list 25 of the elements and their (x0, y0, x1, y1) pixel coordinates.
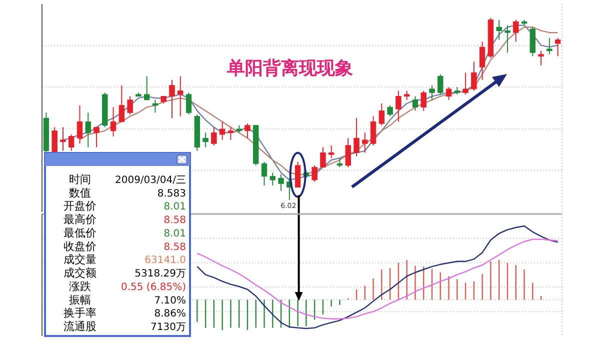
card-value: 8.01 (164, 202, 186, 213)
card-label: 换手率 (64, 306, 96, 320)
card-value: 2009/03/04/三 (114, 175, 186, 186)
card-label: 流通股 (64, 320, 96, 333)
card-value: 7130万 (150, 322, 186, 333)
card-label: 成交额 (64, 266, 96, 280)
title: 单阳背离现现象 (227, 58, 353, 79)
card-label: 涨跌 (69, 280, 91, 293)
card-value: 7.10% (154, 295, 186, 306)
card-label: 收盘价 (64, 240, 96, 253)
card-label: 振幅 (69, 293, 91, 306)
card-value: 8.583 (157, 188, 186, 200)
card-label: 成交量 (64, 253, 96, 266)
card-label: 最低价 (64, 226, 96, 240)
card-value: 0.55 (6.85%) (120, 282, 186, 293)
card-value: 8.86% (154, 308, 186, 320)
card-value: 5318.29万 (134, 268, 186, 280)
card-value: 8.01 (164, 228, 186, 240)
card-value: 8.58 (164, 242, 186, 253)
card-label: 时间 (69, 173, 91, 186)
card-value: 63141.0 (144, 255, 186, 266)
card-label: 数值 (69, 186, 91, 200)
card-label: 最高价 (64, 213, 96, 226)
card-label: 开盘价 (64, 200, 96, 213)
card-value: 8.58 (164, 215, 186, 226)
